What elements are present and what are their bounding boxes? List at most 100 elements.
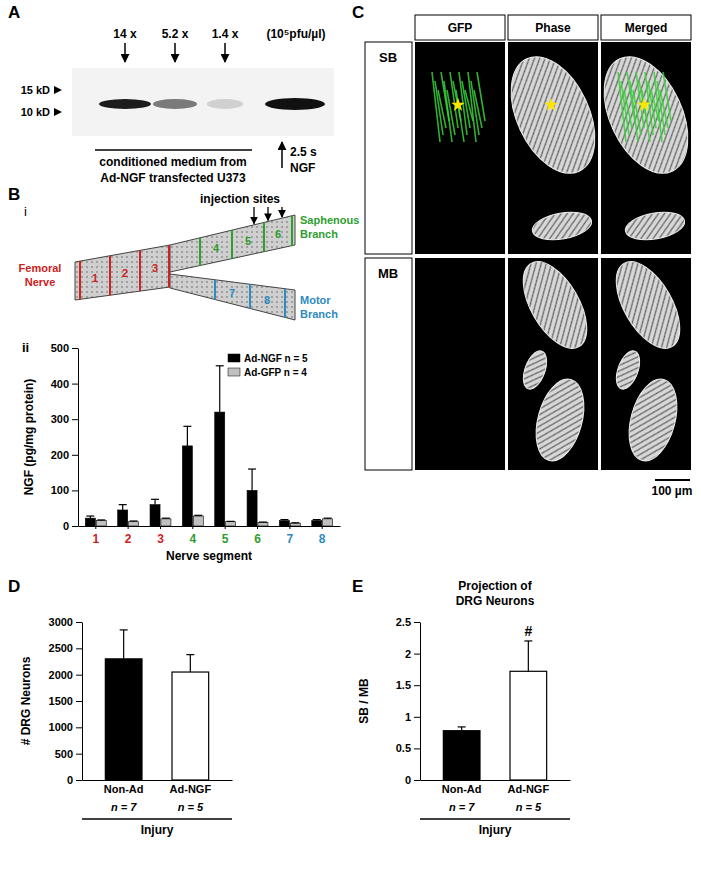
y-tick-mark <box>414 685 420 686</box>
x-tick-mark <box>225 526 226 529</box>
y-tick-mark <box>76 622 82 623</box>
segment-divider <box>249 284 251 308</box>
arrow <box>253 207 254 224</box>
x-tick-label: 4 <box>189 532 196 546</box>
x-tick-label: 3 <box>157 532 164 546</box>
error-bar <box>130 521 138 523</box>
legend-entry: Ad-GFP n = 4 <box>244 367 307 378</box>
branch-label: SaphenousBranch <box>300 214 359 240</box>
y-axis-title: SB / MB <box>357 678 371 724</box>
error-bar <box>524 641 532 671</box>
group-line <box>82 818 232 820</box>
legend-entry: Ad-NGF n = 5 <box>244 353 308 364</box>
y-tick: 0 <box>63 520 78 532</box>
chart: 050010001500200025003000Non-AdAd-NGF# DR… <box>19 616 233 837</box>
y-tick: 200 <box>51 449 78 461</box>
segment-divider <box>291 216 293 246</box>
y-tick-label: 1500 <box>49 695 73 707</box>
arrow <box>224 43 226 62</box>
y-tick-label: 2500 <box>49 642 73 654</box>
tissue <box>528 374 592 467</box>
y-tick-label: 0.5 <box>396 742 411 754</box>
blot-band <box>153 99 197 109</box>
legend-swatch <box>228 354 240 362</box>
n-label: n = 5 <box>516 801 542 813</box>
marker-triangle <box>54 108 62 116</box>
bar <box>96 521 106 526</box>
image-grid: GFPPhaseMergedSBMB100 µm <box>365 15 701 498</box>
error-bar <box>162 518 170 520</box>
n-label: n = 5 <box>178 801 204 813</box>
bar <box>161 519 171 526</box>
segment-label: 5 <box>245 235 251 247</box>
bar <box>312 521 322 526</box>
y-tick: 1500 <box>49 695 82 707</box>
panel-label: B <box>8 185 20 204</box>
y-tick-label: 0 <box>405 774 411 786</box>
scale-label: 100 µm <box>652 484 693 498</box>
significance-mark: # <box>524 623 532 639</box>
plot-area <box>85 366 332 526</box>
y-tick-label: 2.5 <box>396 616 411 628</box>
x-tick-mark <box>128 526 129 529</box>
arrow <box>281 142 283 168</box>
chart: 00.511.522.5Non-AdAd-NGFSB / MBProjectio… <box>357 579 571 837</box>
panel-label: E <box>352 577 363 596</box>
arrow <box>174 43 176 62</box>
error-bar <box>313 520 321 521</box>
marker-triangle <box>54 86 62 94</box>
blot-panel: 14 x5.2 x1.4 x(10⁵pfu/µl)15 kD10 kDcondi… <box>21 27 334 185</box>
error-bar <box>86 516 94 518</box>
error-bar <box>216 366 224 412</box>
figure: ABCDEiii14 x5.2 x1.4 x(10⁵pfu/µl)15 kD10… <box>0 0 701 892</box>
row-header: SB <box>379 50 397 65</box>
error-bar <box>291 522 299 523</box>
segment-label: 2 <box>122 267 128 279</box>
x-tick-mark <box>322 526 323 529</box>
x-tick-mark <box>289 526 290 529</box>
y-tick: 2500 <box>49 642 82 654</box>
x-tick: 3 <box>157 526 164 546</box>
bar <box>226 522 236 526</box>
y-tick: 2.5 <box>396 616 420 628</box>
n-label: n = 7 <box>111 801 137 813</box>
bar <box>323 519 333 526</box>
segment-divider <box>168 245 170 287</box>
panel-label: D <box>8 577 20 596</box>
bar <box>247 490 257 526</box>
x-tick-label: 2 <box>125 532 132 546</box>
error-bar <box>97 519 105 521</box>
y-tick: 400 <box>51 378 78 390</box>
y-tick-label: 2000 <box>49 669 73 681</box>
bar <box>193 516 203 526</box>
y-tick-label: 400 <box>51 378 69 390</box>
error-bar <box>458 727 466 731</box>
injection-label: injection sites <box>200 192 280 206</box>
chart-title: Projection ofDRG Neurons <box>456 579 535 608</box>
scale-bar <box>655 479 690 481</box>
branch-label: FemoralNerve <box>19 262 62 288</box>
subpanel-label: ii <box>22 340 29 355</box>
header-cell <box>601 15 691 40</box>
x-axis: 12345678 <box>79 526 341 546</box>
x-tick-label: 6 <box>254 532 261 546</box>
y-tick: 300 <box>51 413 78 425</box>
column-header: Merged <box>625 21 668 35</box>
micrograph <box>415 42 505 254</box>
panel-label: A <box>8 3 20 22</box>
y-axis: 050010001500200025003000 <box>49 616 83 786</box>
y-tick-mark <box>76 701 82 702</box>
bar <box>215 412 225 526</box>
x-axis: Non-AdAd-NGF <box>83 780 233 795</box>
x-tick-mark <box>192 526 193 529</box>
blot-band <box>265 98 325 110</box>
nerve <box>75 245 170 300</box>
y-tick: 500 <box>51 342 78 354</box>
segment-divider <box>109 256 111 295</box>
plot-area <box>443 641 546 780</box>
y-axis-line <box>82 623 83 781</box>
y-tick-label: 1 <box>405 711 411 723</box>
x-tick-label: Ad-NGF <box>170 783 212 795</box>
segment-divider <box>263 222 265 251</box>
bar <box>443 731 480 780</box>
